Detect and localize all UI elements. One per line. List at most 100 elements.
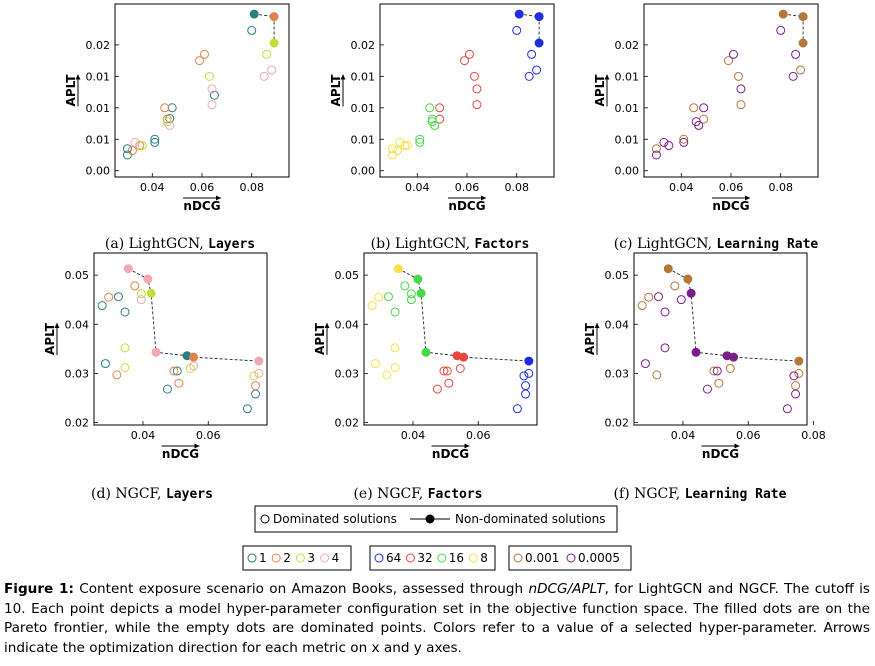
dominated-point: [97, 301, 107, 311]
dominated-point: [150, 134, 160, 144]
non-dominated-point: [778, 9, 788, 19]
dominated-point: [160, 103, 170, 113]
non-dominated-point: [413, 274, 423, 284]
y-arrow-head: [324, 323, 330, 328]
legend-label: 0.0005: [578, 551, 620, 565]
x-tick-label: 0.06: [719, 181, 744, 194]
dominated-point: [387, 150, 397, 160]
y-arrow-head: [340, 74, 346, 80]
dominated-point: [521, 381, 531, 391]
dominated-point: [122, 150, 132, 160]
non-dominated-point: [421, 347, 431, 357]
dominated-point: [174, 378, 184, 388]
dominated-point: [736, 84, 746, 94]
x-tick-label: 0.08: [768, 181, 793, 194]
dominated-point: [512, 404, 522, 414]
dominated-point: [406, 295, 416, 305]
dominated-point: [694, 120, 704, 130]
caption-label: Figure 1:: [4, 581, 74, 597]
dominated-point: [425, 103, 435, 113]
dominated-point: [127, 146, 137, 156]
dominated-point: [189, 361, 199, 371]
dominated-point: [670, 281, 680, 291]
dominated-marker: [260, 514, 270, 524]
dominated-point: [524, 368, 534, 378]
x-tick-label: 0.04: [401, 429, 426, 442]
dominated-point: [427, 114, 437, 124]
dominated-point: [387, 144, 397, 154]
legend-marker: [437, 553, 447, 563]
dominated-point: [442, 366, 452, 376]
dominated-point: [185, 363, 195, 373]
dominated-point: [242, 404, 252, 414]
dominated-point: [776, 25, 786, 35]
dominated-point: [172, 366, 182, 376]
dominated-point: [130, 137, 140, 147]
panel-caption-param: Layers: [208, 237, 255, 252]
dominated-point: [637, 301, 647, 311]
dominated-point: [112, 370, 122, 380]
dominated-point: [120, 363, 130, 373]
dominated-point: [676, 295, 686, 305]
dominated-point: [167, 103, 177, 113]
y-tick-label: 0.05: [605, 269, 630, 282]
x-axis-label: nDCG: [183, 199, 220, 213]
y-tick-label: 0.01: [351, 70, 376, 83]
panel-caption-label: (c) LightGCN,: [614, 236, 717, 252]
non-dominated-point: [151, 347, 161, 357]
y-arrow-head: [54, 323, 60, 328]
dominated-point: [390, 307, 400, 317]
y-tick-label: 0.01: [615, 133, 640, 146]
non-dominated-point: [794, 356, 804, 366]
dominated-point: [527, 49, 537, 59]
panel-caption-param: Learning Rate: [717, 237, 819, 252]
dominated-point: [652, 370, 662, 380]
non-dominated-point: [146, 288, 156, 298]
dominated-point: [679, 137, 689, 147]
y-tick-label: 0.01: [615, 70, 640, 83]
dominated-point: [524, 71, 534, 81]
y-tick-label: 0.01: [615, 102, 640, 115]
dominated-point: [791, 49, 801, 59]
y-arrow-head: [75, 74, 81, 80]
x-arrow-head: [481, 195, 486, 201]
legend-marker: [566, 553, 576, 563]
dominated-point: [469, 71, 479, 81]
y-tick-label: 0.02: [615, 39, 640, 52]
dominated-point: [724, 56, 734, 66]
dominated-point: [651, 150, 661, 160]
dominated-point: [640, 359, 650, 369]
dominated-point: [395, 137, 405, 147]
chart-panel-f: 0.04 0.06 0.08 0.02 0.03 0.04 0.05 nDCG APLT (f) …: [583, 252, 826, 502]
dominated-point: [400, 281, 410, 291]
dominated-point: [415, 134, 425, 144]
dominated-point: [251, 381, 261, 391]
dominated-point: [728, 49, 738, 59]
legend-marker: [247, 553, 257, 563]
y-tick-label: 0.04: [335, 318, 360, 331]
panel-caption-param: Layers: [166, 487, 213, 502]
y-tick-label: 0.02: [335, 417, 360, 430]
figure-caption: Figure 1: Content exposure scenario on A…: [4, 580, 870, 658]
dominated-point: [712, 366, 722, 376]
dominated-point: [382, 370, 392, 380]
y-tick-label: 0.01: [86, 70, 111, 83]
dominated-point: [247, 25, 257, 35]
legend-factors: 64 32 16 8: [369, 545, 496, 571]
plot-frame: [633, 252, 808, 426]
y-tick-label: 0.05: [65, 269, 90, 282]
x-axis-label: nDCG: [448, 199, 485, 213]
y-arrow-head: [604, 74, 610, 80]
dominated-point: [137, 141, 147, 151]
legend-box: [369, 545, 496, 571]
y-tick-label: 0.01: [86, 133, 111, 146]
non-dominated-point: [393, 264, 403, 274]
legend-label: 2: [283, 551, 291, 565]
panel-caption: (d) NGCF, Layers: [91, 486, 213, 502]
panel-caption: (e) NGCF, Factors: [353, 486, 482, 502]
non-dominated-point: [123, 264, 133, 274]
dominated-point: [464, 49, 474, 59]
y-tick-label: 0.03: [335, 367, 360, 380]
dominated-point: [660, 307, 670, 317]
